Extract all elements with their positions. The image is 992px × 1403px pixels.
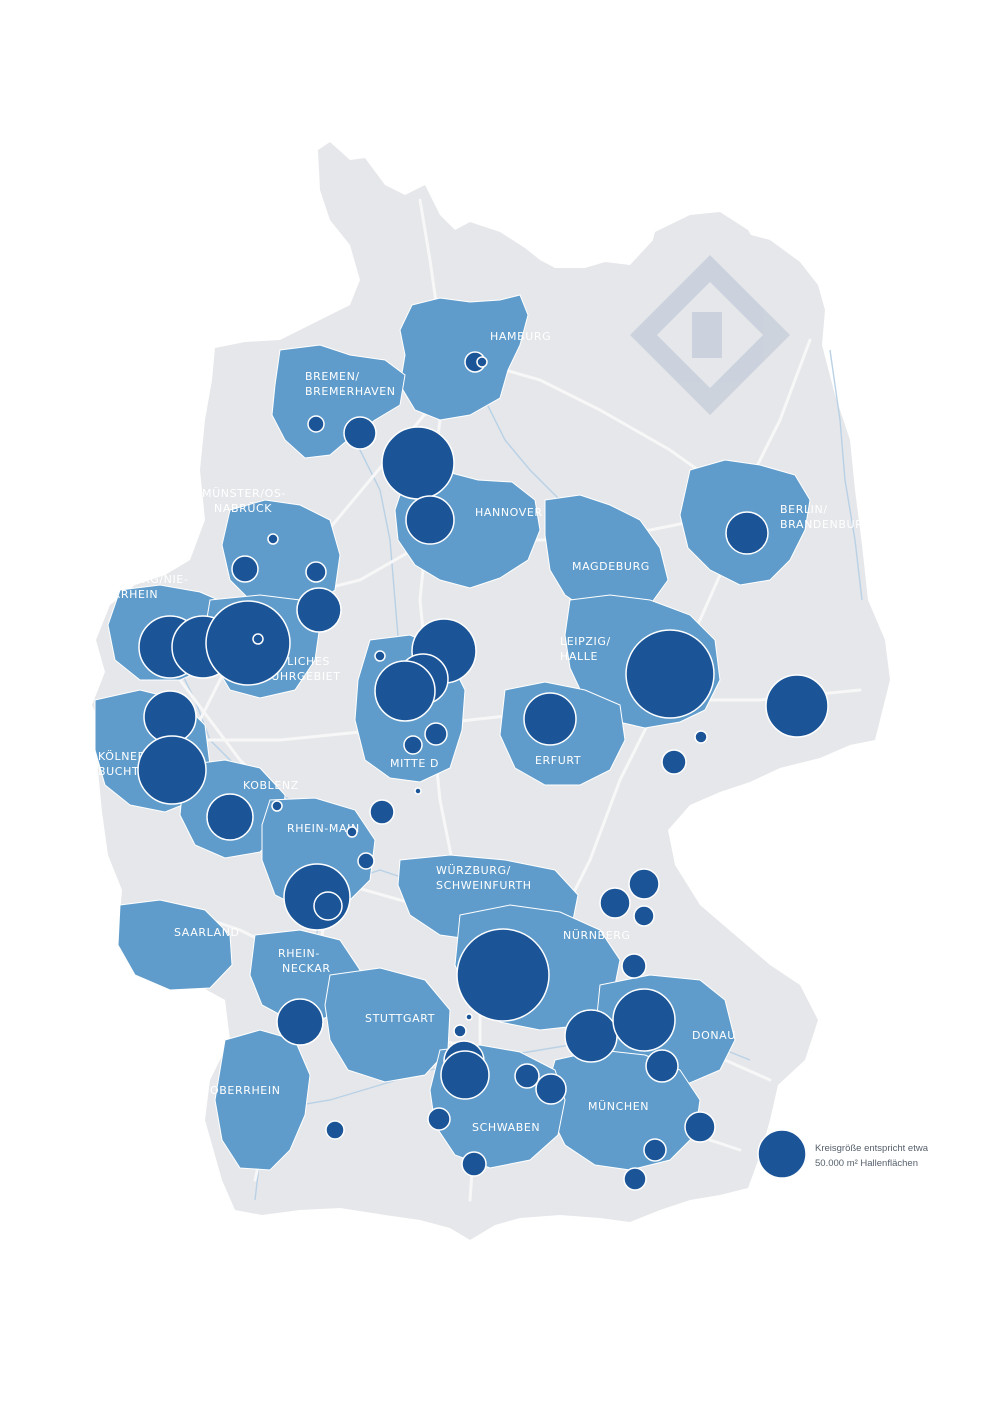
bubble bbox=[465, 1013, 473, 1021]
label-saarland: SAARLAND bbox=[174, 926, 240, 939]
region-labels: HAMBURG BREMEN/ BREMERHAVEN HANNOVER BER… bbox=[96, 330, 873, 1134]
label-muenster: MÜNSTER/OS- NABRÜCK bbox=[202, 487, 290, 515]
bubble bbox=[143, 690, 197, 744]
legend-line-2: 50.000 m² Hallenflächen bbox=[815, 1158, 918, 1169]
bubble bbox=[305, 561, 327, 583]
bubble bbox=[137, 735, 207, 805]
label-magdeburg: MAGDEBURG bbox=[572, 560, 650, 573]
bubble bbox=[628, 868, 660, 900]
bubble bbox=[564, 1009, 618, 1063]
bubble bbox=[725, 511, 769, 555]
bubble bbox=[369, 799, 395, 825]
bubble bbox=[414, 787, 422, 795]
bubble bbox=[424, 722, 448, 746]
label-rheinneckar: RHEIN- NECKAR bbox=[278, 947, 331, 975]
bubble bbox=[643, 1138, 667, 1162]
bubble bbox=[645, 1049, 679, 1083]
bubble bbox=[621, 953, 647, 979]
bubble bbox=[276, 998, 324, 1046]
label-hamburg: HAMBURG bbox=[490, 330, 551, 343]
bubble bbox=[271, 800, 283, 812]
bubble bbox=[535, 1073, 567, 1105]
legend: Kreisgröße entspricht etwa 50.000 m² Hal… bbox=[757, 1129, 929, 1179]
bubble bbox=[599, 887, 631, 919]
label-nuernberg: NÜRNBERG bbox=[563, 929, 631, 942]
island-north bbox=[650, 212, 760, 262]
label-koeln: KÖLNER BUCHT bbox=[98, 750, 150, 778]
bubble bbox=[313, 891, 343, 921]
label-hannover: HANNOVER bbox=[475, 506, 543, 519]
bubble bbox=[456, 928, 550, 1022]
label-koblenz: KOBLENZ bbox=[243, 779, 299, 792]
bubble bbox=[357, 852, 375, 870]
logo-inner-bar bbox=[692, 312, 722, 358]
river-oder bbox=[829, 349, 863, 601]
bubble bbox=[623, 1167, 647, 1191]
bubble bbox=[374, 660, 436, 722]
road-a24 bbox=[468, 358, 742, 502]
bubble bbox=[252, 633, 264, 645]
label-leipzig: LEIPZIG/ HALLE bbox=[560, 635, 615, 663]
bubble bbox=[296, 587, 342, 633]
bubble bbox=[440, 1050, 490, 1100]
bubble bbox=[325, 1120, 345, 1140]
region-saarland bbox=[117, 899, 233, 991]
bubble bbox=[661, 749, 687, 775]
bubble bbox=[205, 600, 291, 686]
bubble bbox=[346, 826, 358, 838]
bubble bbox=[612, 988, 676, 1052]
bubble bbox=[633, 905, 655, 927]
label-mitte: MITTE D bbox=[390, 757, 439, 770]
label-schwaben: SCHWABEN bbox=[472, 1121, 540, 1134]
label-duisburg: DUISBURG/NIE- DERRHEIN bbox=[96, 573, 193, 601]
bubble bbox=[206, 793, 254, 841]
bubble bbox=[514, 1063, 540, 1089]
label-stuttgart: STUTTGART bbox=[365, 1012, 435, 1025]
legend-scale-circle bbox=[757, 1129, 807, 1179]
label-donau: DONAU bbox=[692, 1029, 736, 1042]
company-logo-watermark bbox=[630, 255, 790, 415]
label-berlin: BERLIN/ BRANDENBURG bbox=[780, 503, 873, 531]
label-erfurt: ERFURT bbox=[535, 754, 581, 767]
label-oberrhein: OBERRHEIN bbox=[210, 1084, 281, 1097]
bubble bbox=[523, 692, 577, 746]
legend-line-1: Kreisgröße entspricht etwa bbox=[815, 1143, 929, 1154]
region-stuttgart bbox=[324, 967, 451, 1083]
bubble bbox=[461, 1151, 487, 1177]
region-hamburg bbox=[399, 294, 529, 421]
bubble bbox=[307, 415, 325, 433]
label-wuerzburg: WÜRZBURG/ SCHWEINFURTH bbox=[436, 864, 532, 892]
bubble bbox=[343, 416, 377, 450]
bubble bbox=[625, 629, 715, 719]
bubble bbox=[476, 356, 488, 368]
bubble bbox=[765, 674, 829, 738]
label-rheinmain: RHEIN-MAIN bbox=[287, 822, 360, 835]
label-bremen: BREMEN/ BREMERHAVEN bbox=[305, 370, 396, 398]
bubble bbox=[231, 555, 259, 583]
bubble bbox=[405, 495, 455, 545]
bubble bbox=[267, 533, 279, 545]
bubble bbox=[374, 650, 386, 662]
logo-diamond-outer bbox=[630, 255, 790, 415]
bubble bbox=[427, 1107, 451, 1131]
bubble bbox=[381, 426, 455, 500]
bubble bbox=[694, 730, 708, 744]
label-muenchen: MÜNCHEN bbox=[588, 1100, 649, 1113]
bubble bbox=[453, 1024, 467, 1038]
bubble bbox=[684, 1111, 716, 1143]
warehouse-bubbles bbox=[137, 351, 829, 1191]
bubble bbox=[403, 735, 423, 755]
